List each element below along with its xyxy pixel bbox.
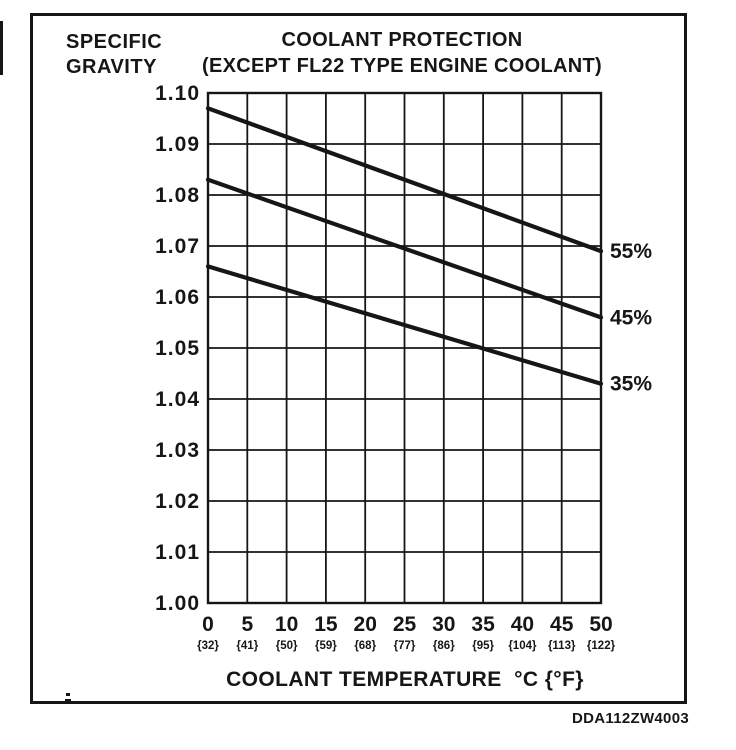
x-tick-label-f: {104} xyxy=(508,640,537,652)
x-tick-label-f: {95} xyxy=(472,640,494,652)
x-tick-label-f: {77} xyxy=(394,640,416,652)
scan-artifact xyxy=(0,21,3,75)
x-tick-label-f: {32} xyxy=(197,640,219,652)
chart-title-line1: COOLANT PROTECTION xyxy=(281,29,523,51)
x-tick-label-c: 5 xyxy=(241,613,253,636)
x-tick-label-c: 45 xyxy=(550,613,574,636)
y-axis-title-line2: GRAVITY xyxy=(66,56,157,78)
figure-frame xyxy=(30,13,687,704)
x-tick-label-c: 0 xyxy=(202,613,214,636)
y-axis-title-line1: SPECIFIC xyxy=(66,31,163,53)
x-tick-label-c: 50 xyxy=(589,613,612,636)
x-tick-label-c: 15 xyxy=(314,613,338,636)
y-axis-title: SPECIFIC GRAVITY xyxy=(66,30,162,80)
plot-border xyxy=(206,91,603,605)
x-tick-label-f: {41} xyxy=(236,640,258,652)
x-tick-label-c: 20 xyxy=(354,613,377,636)
y-tick-label: 1.00 xyxy=(155,592,200,615)
x-tick-label-f: {59} xyxy=(315,640,337,652)
x-tick-label-c: 40 xyxy=(511,613,534,636)
y-tick-label: 1.05 xyxy=(155,337,200,360)
x-tick-label-f: {68} xyxy=(354,640,376,652)
x-tick-label-f: {113} xyxy=(548,640,576,652)
y-tick-label: 1.09 xyxy=(155,133,200,156)
x-tick-label-c: 25 xyxy=(393,613,417,636)
series-line-55pct xyxy=(205,106,604,254)
y-tick-label: 1.03 xyxy=(155,439,200,462)
x-tick-label-f: {122} xyxy=(587,640,616,652)
y-tick-label: 1.04 xyxy=(155,388,200,411)
y-tick-label: 1.07 xyxy=(155,235,200,258)
chart-title-line2: (EXCEPT FL22 TYPE ENGINE COOLANT) xyxy=(202,55,602,77)
scan-artifact xyxy=(65,699,71,703)
series-label-35pct: 35% xyxy=(610,373,652,396)
x-axis-title: COOLANT TEMPERATURE °C {°F} xyxy=(226,668,584,691)
y-tick-label: 1.08 xyxy=(155,184,200,207)
y-tick-label: 1.01 xyxy=(155,541,200,564)
y-tick-label: 1.02 xyxy=(155,490,200,513)
series-label-55pct: 55% xyxy=(610,240,652,263)
x-tick-label-c: 30 xyxy=(432,613,455,636)
scan-artifact xyxy=(66,693,70,696)
series-line-45pct xyxy=(205,177,604,320)
x-tick-label-c: 10 xyxy=(275,613,298,636)
x-tick-label-f: {50} xyxy=(276,640,298,652)
chart-title: COOLANT PROTECTION (EXCEPT FL22 TYPE ENG… xyxy=(188,27,616,79)
x-tick-label-c: 35 xyxy=(471,613,495,636)
y-tick-label: 1.06 xyxy=(155,286,200,309)
series-label-45pct: 45% xyxy=(610,306,652,329)
figure-code: DDA112ZW4003 xyxy=(572,710,689,727)
series-line-35pct xyxy=(205,264,604,386)
x-tick-label-f: {86} xyxy=(433,640,455,652)
y-tick-label: 1.10 xyxy=(155,82,200,105)
